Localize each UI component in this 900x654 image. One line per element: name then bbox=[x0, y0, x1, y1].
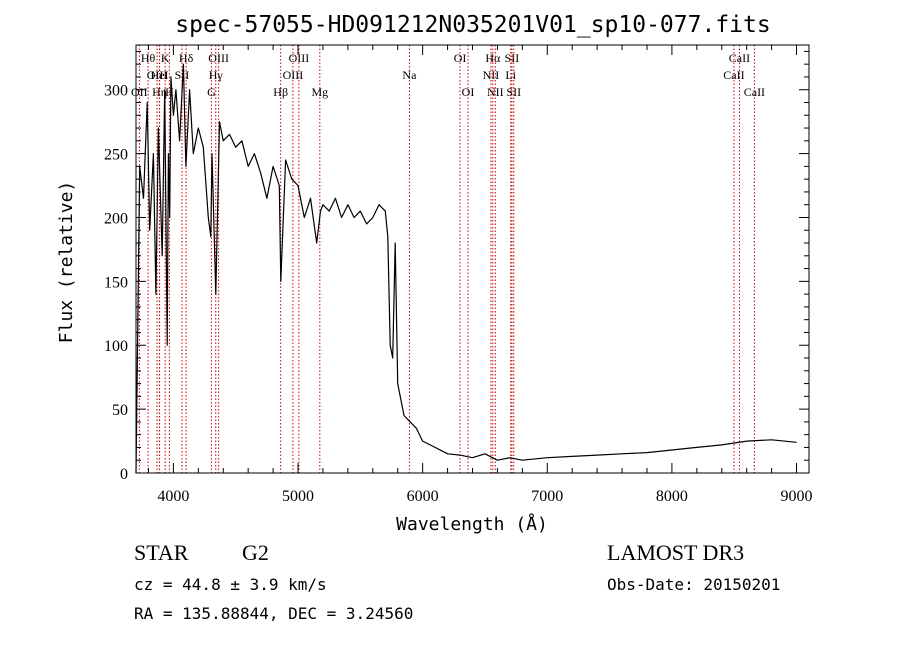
line-marker-label-5: K bbox=[161, 51, 170, 65]
survey-name: LAMOST DR3 bbox=[607, 540, 744, 565]
x-tick-label-5: 9000 bbox=[781, 488, 813, 505]
line-marker-label-11: OIII bbox=[208, 51, 229, 65]
line-markers: OIIHθOIIIHηHeIKHSIIHδGHγOIIIHβOIIIOIIIMg… bbox=[131, 45, 765, 473]
y-tick-label-3: 150 bbox=[104, 274, 128, 291]
line-marker-label-25: CaII bbox=[723, 68, 744, 82]
y-tick-label-5: 250 bbox=[104, 147, 128, 164]
x-tick-label-0: 4000 bbox=[157, 488, 189, 505]
y-tick-label-4: 200 bbox=[104, 210, 128, 227]
line-marker-label-14: OIII bbox=[289, 51, 310, 65]
line-marker-label-15: Mg bbox=[311, 85, 328, 99]
x-tick-label-2: 6000 bbox=[407, 488, 439, 505]
coordinates-text: RA = 135.88844, DEC = 3.24560 bbox=[134, 604, 413, 623]
x-axis-label: Wavelength (Å) bbox=[396, 513, 548, 535]
line-marker-label-10: Hγ bbox=[209, 68, 224, 82]
line-marker-label-8: Hδ bbox=[179, 51, 194, 65]
line-marker-label-7: SII bbox=[175, 68, 190, 82]
line-marker-label-22: Li bbox=[505, 68, 516, 82]
y-tick-label-1: 50 bbox=[112, 402, 128, 419]
object-class: STAR bbox=[134, 540, 189, 565]
y-axis-label: Flux (relative) bbox=[56, 181, 77, 344]
line-marker-label-23: SII bbox=[505, 51, 520, 65]
line-marker-label-0: OII bbox=[131, 85, 148, 99]
y-tick-label-6: 300 bbox=[104, 83, 128, 100]
line-marker-label-26: CaII bbox=[729, 51, 750, 65]
line-marker-label-6: H bbox=[165, 85, 174, 99]
line-marker-label-19: NII bbox=[483, 68, 500, 82]
line-marker-label-12: Hβ bbox=[273, 85, 288, 99]
observation-date: Obs-Date: 20150201 bbox=[607, 575, 780, 594]
line-marker-label-9: G bbox=[207, 85, 216, 99]
y-tick-label-2: 100 bbox=[104, 338, 128, 355]
line-marker-label-17: OI bbox=[454, 51, 467, 65]
ticks: 4000 5000 6000 7000 8000 9000 0 50 100 150 200 250 3… bbox=[104, 45, 813, 505]
data-layer bbox=[135, 63, 797, 474]
line-marker-label-1: Hθ bbox=[141, 51, 156, 65]
line-marker-label-21: NII bbox=[487, 85, 504, 99]
x-tick-label-4: 8000 bbox=[656, 488, 688, 505]
axes bbox=[135, 44, 810, 474]
line-marker-label-13: OIII bbox=[283, 68, 304, 82]
y-tick-label-0: 0 bbox=[120, 466, 128, 483]
object-subclass: G2 bbox=[242, 540, 269, 565]
chart-title: spec-57055-HD091212N035201V01_sp10-077.f… bbox=[175, 12, 770, 38]
line-marker-label-20: Hα bbox=[485, 51, 501, 65]
x-tick-label-3: 7000 bbox=[531, 488, 563, 505]
x-tick-label-1: 5000 bbox=[282, 488, 314, 505]
series-line-0 bbox=[135, 63, 797, 474]
line-marker-label-24: SII bbox=[506, 85, 521, 99]
line-marker-label-4: HeI bbox=[151, 68, 169, 82]
redshift-text: cz = 44.8 ± 3.9 km/s bbox=[134, 575, 327, 594]
plot-frame bbox=[135, 44, 810, 474]
line-marker-label-16: Na bbox=[402, 68, 417, 82]
line-marker-label-18: OI bbox=[462, 85, 475, 99]
line-marker-label-27: CaII bbox=[744, 85, 765, 99]
line-marker-label-2: OIII bbox=[147, 68, 168, 82]
